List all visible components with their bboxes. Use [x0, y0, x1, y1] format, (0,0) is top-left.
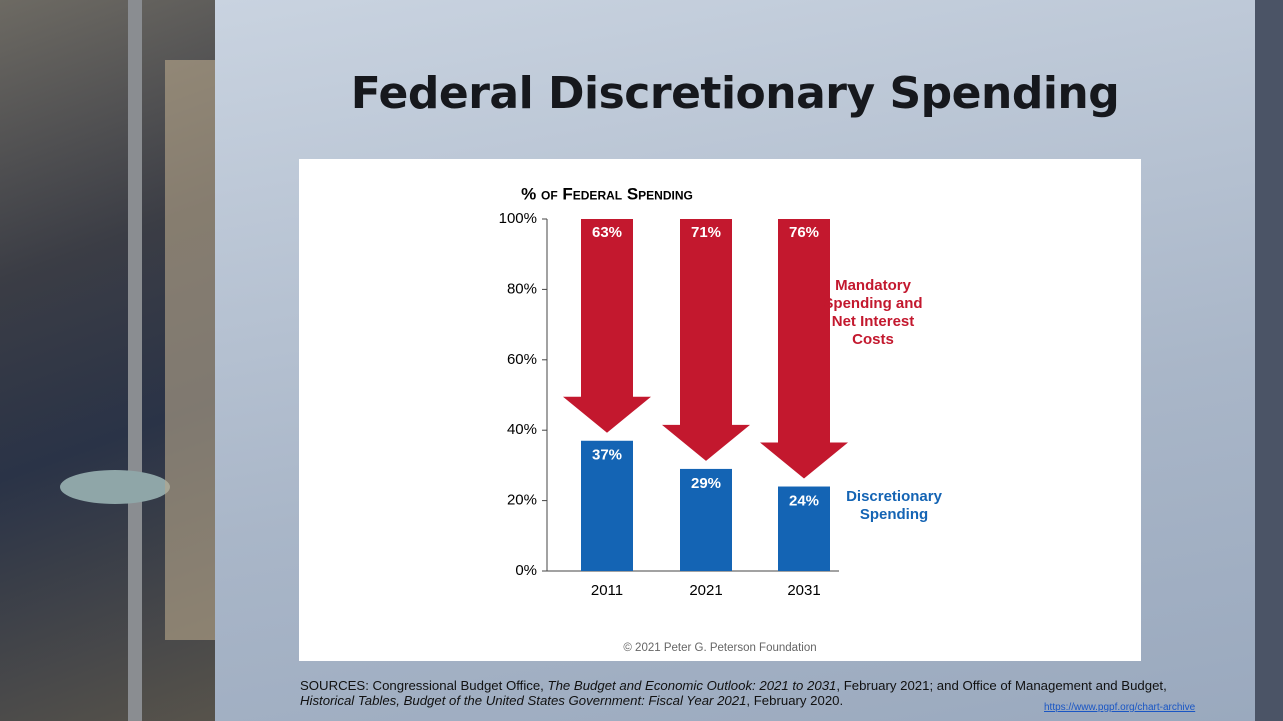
y-tick-label: 20% — [507, 492, 537, 509]
bar-label: 37% — [592, 447, 622, 464]
series-annotation: Mandatory Spending and Net Interest Cost… — [823, 277, 923, 348]
bar-label: 29% — [691, 475, 721, 492]
sources-text: SOURCES: Congressional Budget Office, — [300, 678, 548, 693]
bar — [680, 468, 732, 571]
side-strip — [1255, 0, 1283, 721]
sources-title: The Budget and Economic Outlook: 2021 to… — [547, 678, 837, 693]
chart-box: % of Federal Spending © 2021 Peter G. Pe… — [299, 159, 1141, 661]
x-tick-label: 2031 — [787, 582, 820, 599]
bar — [581, 440, 633, 571]
y-tick-label: 60% — [507, 351, 537, 368]
slide-title: Federal Discretionary Spending — [350, 68, 1120, 119]
credit: © 2021 Peter G. Peterson Foundation — [623, 642, 816, 654]
bar — [778, 486, 830, 571]
sources: SOURCES: Congressional Budget Office, Th… — [300, 678, 1220, 708]
y-tick-label: 40% — [507, 421, 537, 438]
arrow — [760, 219, 848, 479]
arrow-label: 76% — [789, 224, 819, 241]
series-annotation: Discretionary Spending — [846, 488, 942, 523]
y-tick-label: 100% — [499, 210, 537, 227]
sources-title: Historical Tables, Budget of the United … — [300, 693, 747, 708]
sources-text: , February 2020. — [746, 693, 844, 708]
chart: % of Federal Spending © 2021 Peter G. Pe… — [499, 184, 848, 654]
photo — [0, 0, 215, 721]
source-link[interactable]: https://www.pgpf.org/chart-archive — [1044, 702, 1196, 713]
arrow — [662, 219, 750, 461]
arrow-label: 71% — [691, 224, 721, 241]
chart-title: % of Federal Spending — [521, 184, 693, 203]
bar-label: 24% — [789, 492, 819, 509]
x-tick-label: 2021 — [689, 582, 722, 599]
sources-text: , February 2021; and Office of Managemen… — [836, 678, 1167, 693]
arrow — [563, 219, 651, 433]
arrow-label: 63% — [592, 224, 622, 241]
y-tick-label: 80% — [507, 280, 537, 297]
y-tick-label: 0% — [515, 562, 537, 579]
x-tick-label: 2011 — [591, 582, 623, 599]
